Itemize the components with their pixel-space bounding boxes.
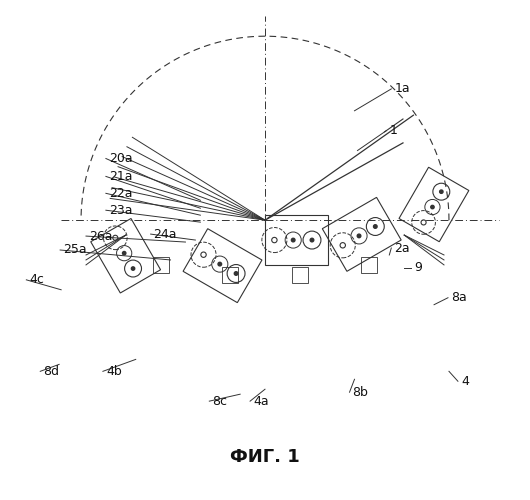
- Circle shape: [122, 252, 126, 255]
- Circle shape: [292, 238, 295, 242]
- Text: 21a: 21a: [109, 170, 132, 183]
- Text: 2a: 2a: [394, 242, 410, 254]
- Text: 4c: 4c: [29, 274, 44, 286]
- Text: 4b: 4b: [106, 365, 122, 378]
- Circle shape: [234, 272, 238, 276]
- Text: 9: 9: [414, 262, 422, 274]
- Text: 25a: 25a: [63, 244, 87, 256]
- Text: 26a: 26a: [89, 230, 112, 242]
- Text: 4a: 4a: [253, 394, 269, 407]
- Circle shape: [131, 267, 135, 270]
- Text: 1: 1: [390, 124, 397, 137]
- Text: 4: 4: [461, 375, 469, 388]
- Text: ФИГ. 1: ФИГ. 1: [230, 448, 300, 466]
- Text: 8d: 8d: [43, 365, 59, 378]
- Text: 8a: 8a: [451, 291, 467, 304]
- Text: 22a: 22a: [109, 187, 132, 200]
- Text: 23a: 23a: [109, 204, 132, 216]
- Circle shape: [431, 206, 434, 208]
- Bar: [292, 267, 308, 283]
- Circle shape: [374, 224, 377, 228]
- Circle shape: [357, 234, 361, 237]
- Text: 8c: 8c: [213, 394, 227, 407]
- Bar: [361, 257, 377, 273]
- Circle shape: [218, 262, 222, 266]
- Bar: [222, 267, 238, 283]
- Bar: [153, 257, 169, 273]
- Circle shape: [440, 190, 443, 194]
- Text: 1a: 1a: [394, 82, 410, 96]
- Text: 20a: 20a: [109, 152, 132, 165]
- Circle shape: [310, 238, 314, 242]
- Text: 8b: 8b: [352, 386, 368, 398]
- Text: 24a: 24a: [154, 228, 177, 240]
